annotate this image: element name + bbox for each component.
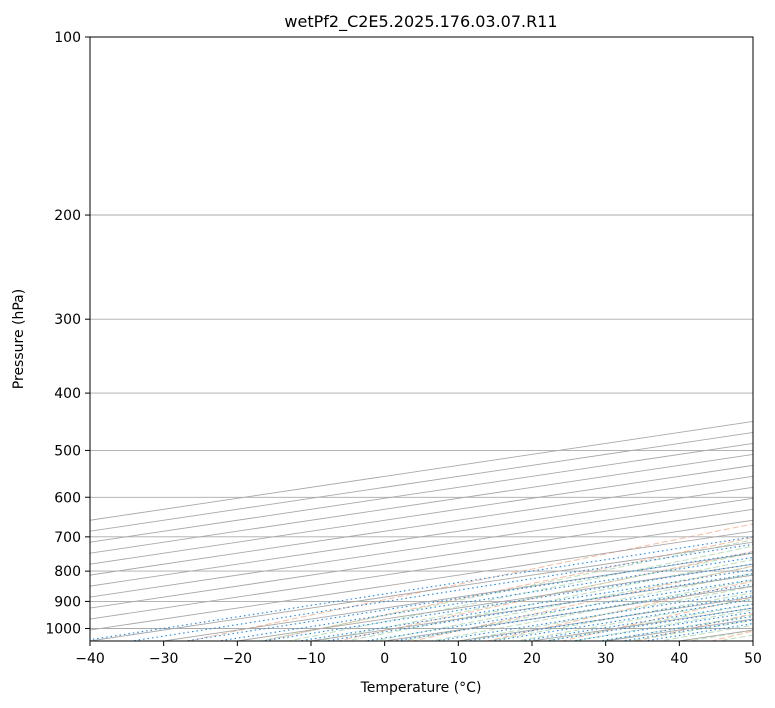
x-tick-label: 10 [449, 651, 467, 667]
x-tick-label: −10 [296, 651, 326, 667]
x-tick-label: −20 [223, 651, 253, 667]
mixing-ratio-line [569, 611, 753, 641]
y-tick-label: 300 [54, 312, 81, 328]
mixing-ratio-line [128, 543, 753, 641]
mixing-ratio-line [215, 556, 753, 641]
x-tick-label: 50 [744, 651, 762, 667]
isotherm-line [90, 486, 753, 587]
isotherm-line [90, 442, 753, 543]
mixing-ratio-line [596, 615, 753, 641]
isotherm-line [90, 475, 753, 576]
isotherm-line [90, 453, 753, 554]
axes: −40 −30 −20 −10 0 10 20 30 40 50 100 200 300 400 500 60… [45, 30, 762, 667]
mixing-ratio-line [182, 551, 753, 641]
y-tick-label: 500 [54, 443, 81, 459]
x-tick-label: 20 [523, 651, 541, 667]
y-tick-label: 400 [54, 386, 81, 402]
y-tick-label: 1000 [45, 621, 81, 637]
plot-frame [89, 36, 754, 642]
y-tick-label: 800 [54, 564, 81, 580]
isotherm-line [90, 508, 753, 609]
y-tick-label: 900 [54, 594, 81, 610]
y-tick-label: 200 [54, 208, 81, 224]
y-tick-label: 100 [54, 30, 81, 46]
x-tick-label: 0 [380, 651, 389, 667]
x-axis-label: Temperature (°C) [360, 680, 482, 696]
isotherm-line [90, 519, 753, 620]
isotherm-line [90, 530, 753, 631]
background-lines [90, 37, 753, 641]
x-tick-label: −30 [149, 651, 179, 667]
x-tick-label: 30 [597, 651, 615, 667]
x-tick-label: 40 [670, 651, 688, 667]
isotherm-line [90, 497, 753, 598]
y-tick-label: 700 [54, 530, 81, 546]
y-tick-label: 600 [54, 490, 81, 506]
mixing-ratio-line [90, 536, 753, 641]
isotherm-line [90, 464, 753, 565]
mixing-ratio-line [542, 607, 753, 641]
chart-title: wetPf2_C2E5.2025.176.03.07.R11 [284, 12, 557, 32]
x-tick-label: −40 [75, 651, 105, 667]
y-axis-label: Pressure (hPa) [11, 289, 27, 389]
